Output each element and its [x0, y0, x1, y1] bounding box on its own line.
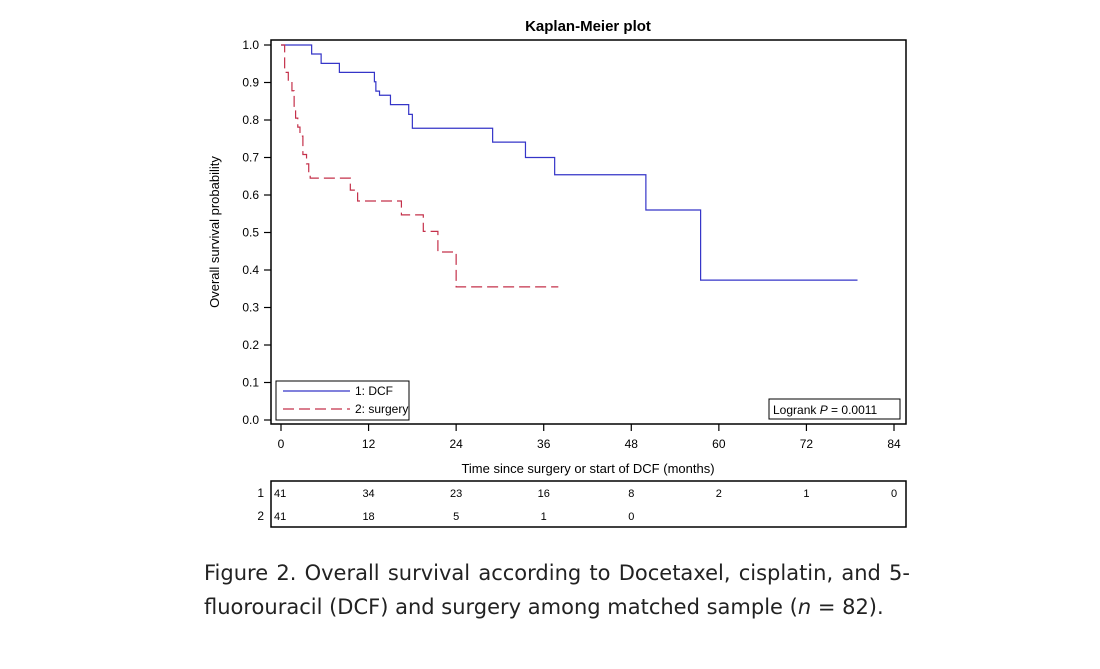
risk-row-label-1: 1	[257, 486, 264, 500]
x-tick-label: 84	[887, 437, 901, 451]
chart-title: Kaplan-Meier plot	[525, 18, 651, 35]
caption-label: Figure 2.	[204, 561, 297, 585]
y-tick-label: 1.0	[242, 38, 259, 52]
y-tick-label: 0.1	[242, 376, 259, 390]
logrank-value: = 0.0011	[828, 403, 878, 417]
logrank-prefix: Logrank	[773, 403, 820, 417]
risk-count: 41	[274, 511, 286, 523]
risk-count: 0	[891, 488, 897, 500]
y-tick-label: 0.0	[242, 413, 259, 427]
series-layer	[281, 44, 858, 288]
risk-count: 5	[453, 511, 459, 523]
x-tick-label: 24	[449, 437, 463, 451]
logrank-text: Logrank P = 0.0011	[773, 403, 878, 417]
y-tick-label: 0.9	[242, 76, 259, 90]
y-tick-label: 0.5	[242, 226, 259, 240]
figure-caption: Figure 2. Overall survival according to …	[204, 556, 910, 624]
x-axis: 0 12 24 36 48 60 72 84	[278, 424, 901, 451]
y-tick-label: 0.2	[242, 338, 259, 352]
legend-box	[275, 380, 410, 421]
x-tick-label: 36	[537, 437, 551, 451]
y-tick-label: 0.6	[242, 188, 259, 202]
risk-table-frame	[270, 480, 907, 528]
x-tick-label: 48	[625, 437, 639, 451]
logrank-box	[768, 398, 901, 420]
risk-count: 2	[716, 488, 722, 500]
risk-count: 23	[450, 488, 462, 500]
risk-count: 8	[628, 488, 634, 500]
x-tick-label: 12	[362, 437, 376, 451]
caption-n-symbol: n	[797, 595, 812, 619]
y-tick-label: 0.7	[242, 151, 259, 165]
x-tick-label: 60	[712, 437, 726, 451]
caption-text-2: = 82).	[811, 595, 884, 619]
plot-frame	[270, 39, 907, 425]
y-tick-label: 0.3	[242, 301, 259, 315]
series-line-surgery	[281, 44, 559, 288]
y-tick-label: 0.8	[242, 113, 259, 127]
risk-count: 41	[274, 488, 286, 500]
x-axis-label: Time since surgery or start of DCF (mont…	[461, 461, 714, 476]
risk-count: 18	[362, 511, 374, 523]
legend-label-dcf: 1: DCF	[355, 384, 393, 398]
legend: 1: DCF 2: surgery	[275, 380, 410, 421]
series-line-dcf	[281, 44, 858, 281]
risk-count: 34	[362, 488, 374, 500]
legend-label-surgery: 2: surgery	[355, 402, 408, 416]
risk-count: 0	[628, 511, 634, 523]
risk-row-label-2: 2	[257, 509, 264, 523]
logrank-annotation: Logrank P = 0.0011	[768, 398, 901, 420]
x-tick-label: 72	[800, 437, 814, 451]
caption-text-1: Overall survival according to Docetaxel,…	[204, 561, 910, 619]
y-axis-label: Overall survival probability	[207, 156, 222, 308]
risk-count: 1	[541, 511, 547, 523]
risk-count: 1	[803, 488, 809, 500]
risk-count: 16	[538, 488, 550, 500]
y-axis: 0.0 0.1 0.2 0.3 0.4 0.5 0.6 0.7 0.8 0.9 1.0	[242, 38, 271, 427]
y-tick-label: 0.4	[242, 263, 259, 277]
risk-table-cells: 41 34 23 16 8 2 1 0 41 18 5 1 0	[274, 488, 897, 523]
x-tick-label: 0	[278, 437, 285, 451]
logrank-p-symbol: P	[820, 403, 828, 417]
